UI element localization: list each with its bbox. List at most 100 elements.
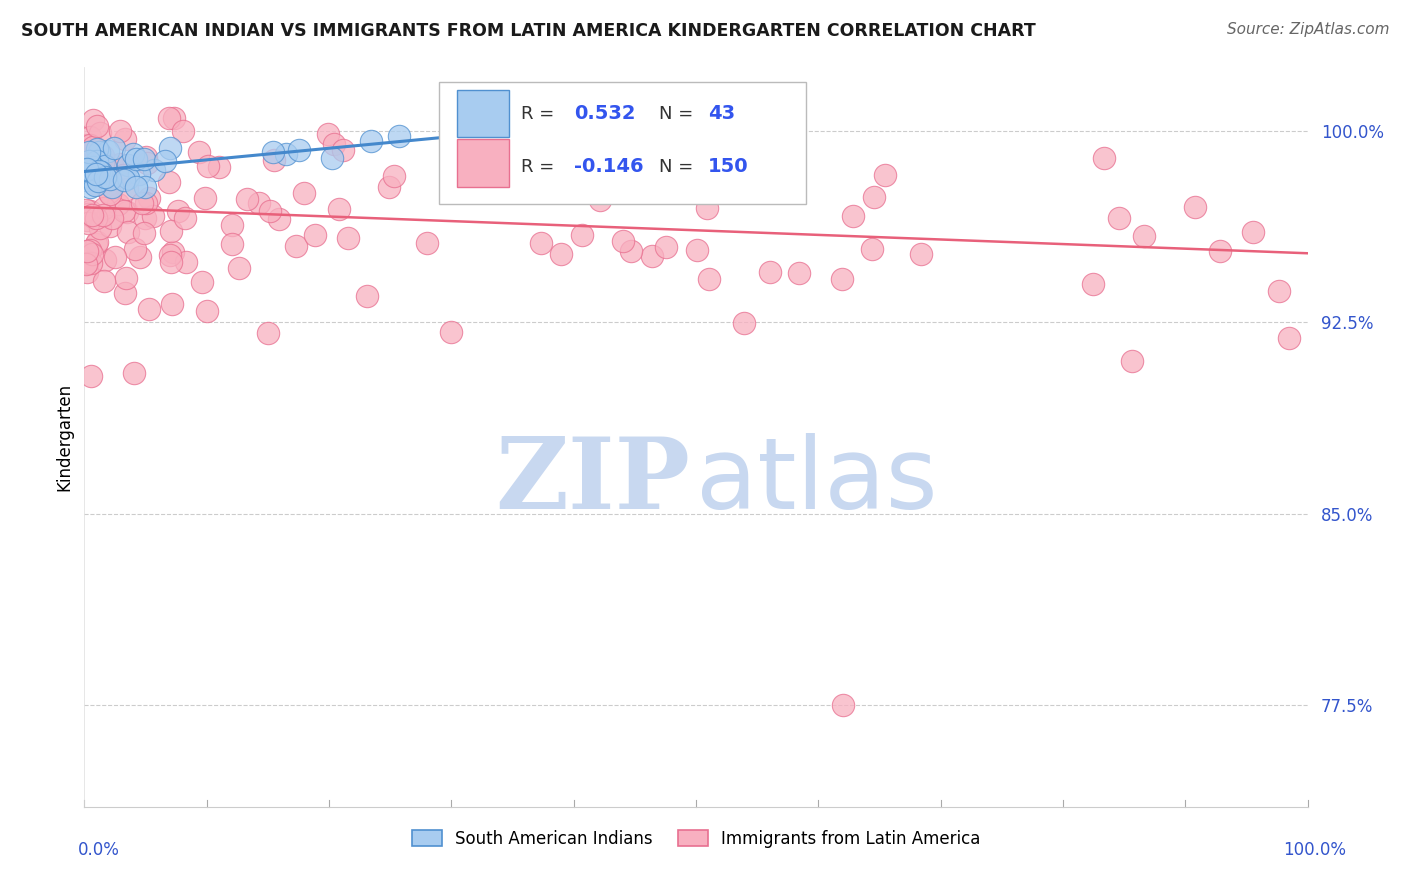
- Point: [134, 226, 156, 240]
- FancyBboxPatch shape: [439, 82, 806, 204]
- Point: [288, 143, 311, 157]
- Text: 150: 150: [709, 157, 749, 177]
- Point: [236, 193, 259, 207]
- Point: [550, 247, 572, 261]
- Point: [641, 249, 664, 263]
- Point: [97, 144, 120, 158]
- Point: [80, 256, 103, 270]
- Point: [172, 124, 194, 138]
- Point: [84, 211, 107, 225]
- Point: [107, 197, 129, 211]
- Point: [842, 209, 865, 223]
- Point: [831, 272, 853, 286]
- Text: Source: ZipAtlas.com: Source: ZipAtlas.com: [1226, 22, 1389, 37]
- Point: [159, 247, 181, 261]
- Point: [187, 145, 209, 159]
- Point: [142, 210, 165, 224]
- Point: [138, 302, 160, 317]
- Point: [143, 163, 166, 178]
- Point: [93, 169, 115, 184]
- Point: [87, 174, 110, 188]
- Point: [612, 234, 634, 248]
- Point: [157, 111, 180, 125]
- Point: [98, 172, 121, 186]
- Point: [160, 255, 183, 269]
- Point: [1184, 200, 1206, 214]
- Point: [84, 168, 107, 182]
- Point: [322, 136, 344, 151]
- Point: [91, 208, 114, 222]
- Point: [321, 151, 343, 165]
- Point: [90, 167, 112, 181]
- Point: [86, 154, 108, 169]
- Point: [124, 242, 146, 256]
- Point: [117, 170, 139, 185]
- Point: [90, 165, 112, 179]
- Point: [79, 180, 101, 194]
- FancyBboxPatch shape: [457, 90, 509, 137]
- Point: [76, 265, 98, 279]
- Point: [93, 275, 115, 289]
- Point: [80, 368, 103, 383]
- Point: [84, 178, 107, 193]
- Point: [86, 142, 108, 156]
- Text: 0.532: 0.532: [574, 104, 636, 123]
- Point: [1108, 211, 1130, 225]
- Point: [263, 153, 285, 168]
- Point: [79, 130, 101, 145]
- Text: N =: N =: [659, 158, 699, 176]
- Point: [75, 257, 97, 271]
- Point: [110, 157, 132, 171]
- Point: [82, 208, 104, 222]
- Point: [292, 186, 315, 201]
- Point: [571, 227, 593, 242]
- Point: [77, 153, 100, 168]
- Point: [159, 141, 181, 155]
- Point: [114, 132, 136, 146]
- FancyBboxPatch shape: [457, 139, 509, 186]
- Point: [112, 168, 135, 182]
- Point: [82, 210, 104, 224]
- Point: [195, 303, 218, 318]
- Point: [388, 128, 411, 143]
- Point: [114, 285, 136, 300]
- Point: [76, 212, 98, 227]
- Point: [328, 202, 350, 217]
- Point: [86, 119, 108, 133]
- Point: [80, 247, 103, 261]
- Point: [619, 150, 641, 164]
- Point: [860, 242, 883, 256]
- Text: R =: R =: [522, 104, 560, 122]
- Point: [75, 169, 97, 183]
- Point: [101, 180, 124, 194]
- Point: [1278, 331, 1301, 345]
- Point: [84, 167, 107, 181]
- Point: [77, 216, 100, 230]
- Y-axis label: Kindergarten: Kindergarten: [55, 383, 73, 491]
- Point: [84, 163, 107, 178]
- Point: [479, 178, 502, 192]
- Text: -0.146: -0.146: [574, 157, 644, 177]
- Point: [166, 203, 188, 218]
- Point: [112, 173, 135, 187]
- Point: [249, 196, 271, 211]
- Point: [93, 169, 115, 183]
- Point: [79, 204, 101, 219]
- Text: R =: R =: [522, 158, 560, 176]
- Text: 0.0%: 0.0%: [77, 840, 120, 858]
- Point: [100, 159, 122, 173]
- Point: [87, 145, 110, 160]
- Point: [174, 254, 197, 268]
- Point: [101, 211, 124, 225]
- Point: [93, 156, 115, 170]
- Point: [91, 166, 114, 180]
- Point: [416, 236, 439, 251]
- Point: [117, 182, 139, 196]
- Point: [697, 272, 720, 286]
- Point: [90, 165, 112, 179]
- Point: [789, 266, 811, 280]
- Point: [90, 173, 112, 187]
- Point: [382, 169, 405, 183]
- Point: [94, 159, 117, 173]
- Point: [262, 145, 284, 159]
